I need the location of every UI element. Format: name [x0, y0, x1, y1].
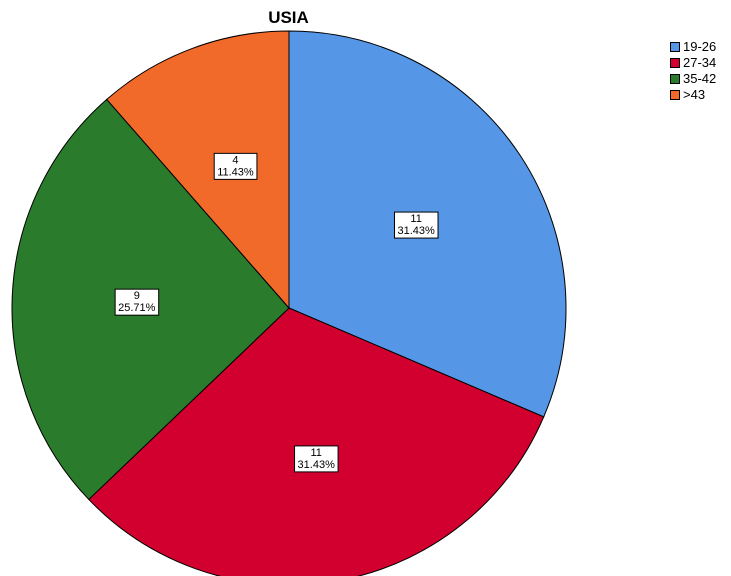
legend-swatch — [670, 74, 680, 84]
legend-label: 27-34 — [683, 55, 717, 70]
legend-item: 19-26 — [670, 39, 716, 55]
legend-item: 27-34 — [670, 55, 716, 71]
data-label-box — [393, 211, 439, 239]
data-label-percent: 31.43% — [397, 225, 435, 237]
chart-title: USIA — [268, 8, 309, 27]
data-label-count: 9 — [134, 290, 140, 302]
legend: 19-26 27-34 35-42 >43 — [670, 39, 716, 103]
legend-label: >43 — [683, 87, 706, 102]
data-label-count: 11 — [410, 213, 421, 225]
data-label-percent: 11.43% — [217, 166, 254, 178]
data-label-box — [213, 152, 258, 180]
data-label-percent: 31.43% — [298, 459, 336, 471]
legend-label: 35-42 — [683, 71, 717, 86]
legend-item: 35-42 — [670, 71, 716, 87]
legend-swatch — [670, 42, 680, 52]
data-label-4: 411.43% — [213, 152, 258, 180]
data-label-percent: 25.71% — [118, 302, 156, 314]
data-label-count: 4 — [232, 154, 238, 166]
data-label-box — [294, 445, 339, 473]
data-label-3: 925.71% — [114, 288, 160, 316]
data-label-count: 11 — [310, 447, 321, 459]
legend-swatch — [670, 90, 680, 100]
legend-label: 19-26 — [683, 39, 717, 54]
pie-slice-4 — [106, 30, 290, 310]
data-label-box — [114, 288, 160, 316]
pie-slice-2 — [88, 307, 545, 576]
legend-swatch — [670, 58, 680, 68]
legend-item: >43 — [670, 87, 716, 103]
